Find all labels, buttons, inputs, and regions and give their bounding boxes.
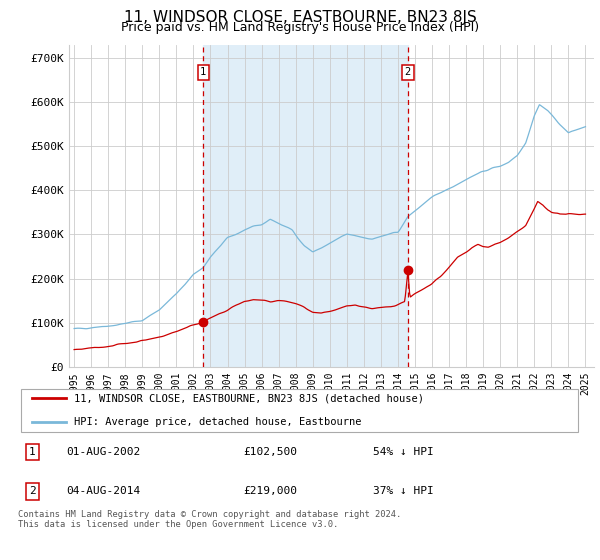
Text: £219,000: £219,000: [244, 487, 298, 496]
Text: 54% ↓ HPI: 54% ↓ HPI: [373, 447, 434, 457]
Text: HPI: Average price, detached house, Eastbourne: HPI: Average price, detached house, East…: [74, 417, 362, 427]
Text: 2: 2: [405, 67, 411, 77]
Text: 1: 1: [29, 447, 35, 457]
Bar: [203, 45, 408, 367]
Text: 04-AUG-2014: 04-AUG-2014: [66, 487, 140, 496]
Text: 11, WINDSOR CLOSE, EASTBOURNE, BN23 8JS: 11, WINDSOR CLOSE, EASTBOURNE, BN23 8JS: [124, 10, 476, 25]
Text: Contains HM Land Registry data © Crown copyright and database right 2024.
This d: Contains HM Land Registry data © Crown c…: [18, 510, 401, 529]
Text: 1: 1: [200, 67, 206, 77]
Text: £102,500: £102,500: [244, 447, 298, 457]
Text: 01-AUG-2002: 01-AUG-2002: [66, 447, 140, 457]
Text: 37% ↓ HPI: 37% ↓ HPI: [373, 487, 434, 496]
FancyBboxPatch shape: [21, 389, 578, 432]
Text: Price paid vs. HM Land Registry's House Price Index (HPI): Price paid vs. HM Land Registry's House …: [121, 21, 479, 34]
Text: 11, WINDSOR CLOSE, EASTBOURNE, BN23 8JS (detached house): 11, WINDSOR CLOSE, EASTBOURNE, BN23 8JS …: [74, 393, 424, 403]
Text: 2: 2: [29, 487, 35, 496]
